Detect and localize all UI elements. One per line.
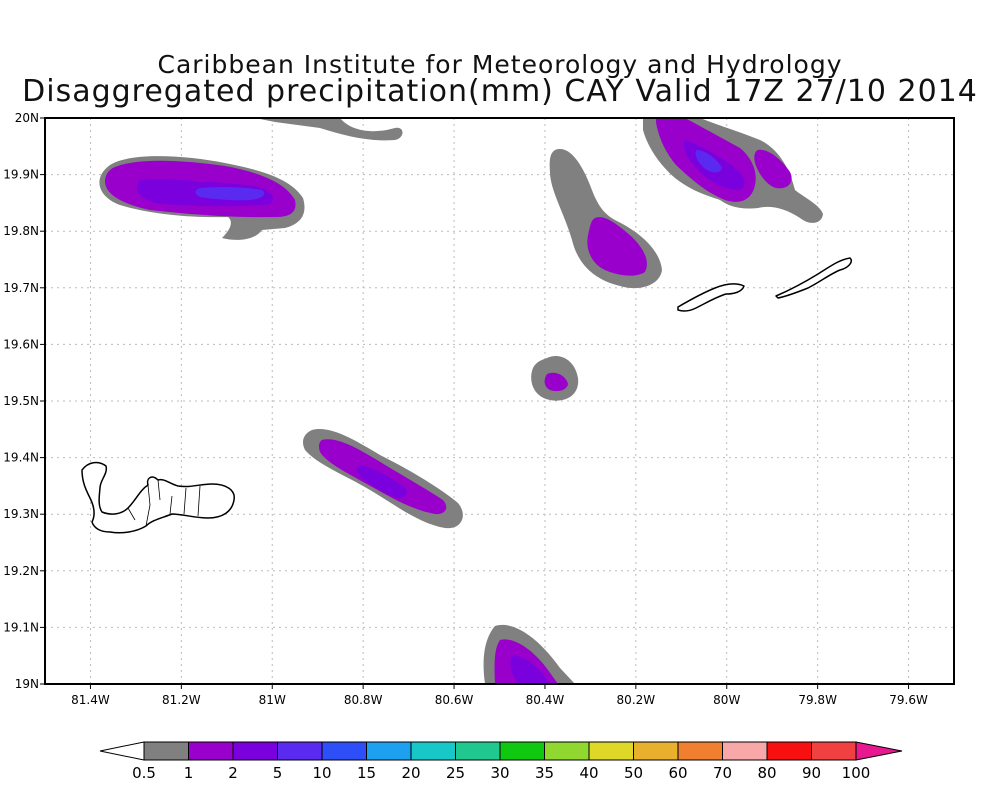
- colorbar-label: 20: [401, 764, 420, 782]
- colorbar: 0.5 1 2 5 10 15 20 25 30 35 40 50 60 70 80 90 100: [99, 741, 903, 782]
- colorbar-label: 10: [312, 764, 331, 782]
- colorbar-segment: [232, 741, 278, 761]
- colorbar-segment: [99, 741, 145, 761]
- y-tick-label: 19.3N: [3, 507, 39, 521]
- x-tick-label: 81.2W: [162, 693, 201, 707]
- island-grand-cayman: [81, 461, 235, 534]
- colorbar-segment: [499, 741, 545, 761]
- x-tick-label: 79.8W: [798, 693, 837, 707]
- y-tick-label: 19.4N: [3, 451, 39, 465]
- colorbar-segment: [588, 741, 634, 761]
- y-tick-label: 19.7N: [3, 281, 39, 295]
- island-cayman-brac: [775, 257, 852, 299]
- x-tick-label: 81.4W: [71, 693, 110, 707]
- y-tick-label: 20N: [15, 111, 39, 125]
- y-tick-label: 19.9N: [3, 168, 39, 182]
- colorbar-label: 50: [624, 764, 643, 782]
- x-axis-ticks: 81.4W 81.2W 81W 80.8W 80.6W 80.4W 80.2W 80W 79.8…: [71, 684, 928, 707]
- x-tick-label: 80.2W: [617, 693, 656, 707]
- coastlines: [81, 257, 852, 534]
- colorbar-segment: [766, 741, 812, 761]
- y-tick-label: 19.6N: [3, 337, 39, 351]
- colorbar-label: 70: [713, 764, 732, 782]
- y-tick-label: 19.5N: [3, 394, 39, 408]
- precip-area-violet: [357, 465, 407, 498]
- colorbar-segment: [277, 741, 323, 761]
- x-tick-label: 81W: [259, 693, 286, 707]
- precip-area-purple: [754, 149, 792, 189]
- chart-title-line1: Caribbean Institute for Meteorology and …: [157, 50, 843, 79]
- colorbar-label: 2: [228, 764, 238, 782]
- precip-area-blue: [195, 186, 265, 201]
- colorbar-label: 35: [535, 764, 554, 782]
- x-tick-label: 79.6W: [889, 693, 928, 707]
- colorbar-segment: [544, 741, 590, 761]
- x-tick-label: 80.4W: [526, 693, 565, 707]
- precip-area-blue: [695, 150, 722, 173]
- colorbar-label: 0.5: [132, 764, 156, 782]
- x-tick-label: 80W: [713, 693, 740, 707]
- colorbar-label: 15: [357, 764, 376, 782]
- grand-cayman-district-lines: [127, 479, 201, 527]
- colorbar-label: 100: [842, 764, 871, 782]
- precip-area-violet: [510, 655, 550, 684]
- colorbar-label: 25: [446, 764, 465, 782]
- precip-area-purple: [587, 217, 647, 276]
- colorbar-label: 1: [184, 764, 194, 782]
- precip-shading: [99, 118, 823, 684]
- colorbar-segment: [143, 741, 189, 761]
- colorbar-label: 30: [490, 764, 509, 782]
- y-tick-label: 19N: [15, 677, 39, 691]
- colorbar-segment: [188, 741, 234, 761]
- colorbar-segment: [677, 741, 723, 761]
- colorbar-segment: [722, 741, 768, 761]
- colorbar-segment: [321, 741, 367, 761]
- precip-area-purple: [544, 372, 568, 392]
- x-tick-label: 80.6W: [435, 693, 474, 707]
- colorbar-segment: [410, 741, 456, 761]
- colorbar-label: 90: [802, 764, 821, 782]
- colorbar-label: 60: [668, 764, 687, 782]
- colorbar-segment: [633, 741, 679, 761]
- y-axis-ticks: 20N 19.9N 19.8N 19.7N 19.6N 19.5N 19.4N 19.3N 19…: [3, 111, 45, 691]
- precip-area-gray: [255, 118, 403, 141]
- colorbar-label: 5: [273, 764, 283, 782]
- y-tick-label: 19.1N: [3, 620, 39, 634]
- colorbar-label: 80: [757, 764, 776, 782]
- island-little-cayman: [677, 283, 745, 312]
- y-tick-label: 19.8N: [3, 224, 39, 238]
- colorbar-segment: [366, 741, 412, 761]
- colorbar-segment: [855, 741, 903, 761]
- x-tick-label: 80.8W: [344, 693, 383, 707]
- y-tick-label: 19.2N: [3, 564, 39, 578]
- colorbar-segment: [455, 741, 501, 761]
- chart-title-line2: Disaggregated precipitation(mm) CAY Vali…: [22, 74, 978, 109]
- colorbar-label: 40: [579, 764, 598, 782]
- colorbar-segment: [811, 741, 857, 761]
